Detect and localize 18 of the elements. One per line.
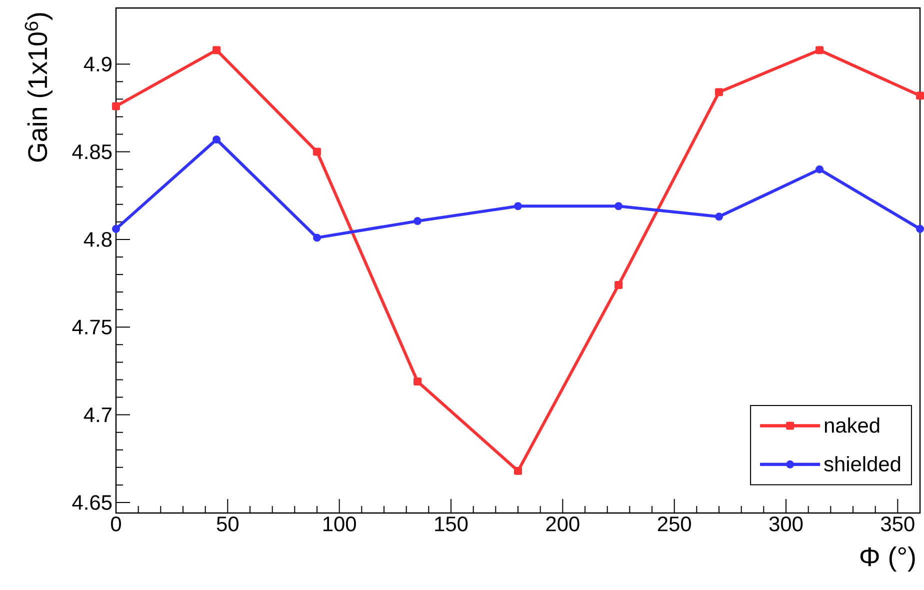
- x-tick-label: 150: [435, 516, 468, 532]
- x-tick-label: 100: [323, 516, 356, 532]
- y-tick-label: 4.65: [72, 495, 112, 510]
- y-tick-label: 4.85: [72, 144, 112, 160]
- legend-label: naked: [824, 417, 880, 433]
- y-tick-label: 4.9: [84, 56, 112, 72]
- x-tick-label: 50: [216, 516, 238, 532]
- legend-label: shielded: [824, 456, 900, 472]
- y-tick-label: 4.75: [72, 320, 112, 334]
- x-tick-label: 0: [110, 516, 121, 532]
- y-axis-title: Gain (1x10$^{6}$): [24, 13, 52, 162]
- y-tick-label: 4.7: [84, 408, 112, 422]
- x-tick-label: 200: [546, 516, 580, 532]
- x-tick-label: 350: [881, 516, 914, 532]
- y-tick-label: 4.8: [84, 232, 112, 247]
- x-axis-title: Φ (°): [860, 546, 915, 572]
- x-tick-label: 300: [769, 516, 803, 532]
- x-tick-label: 250: [658, 516, 691, 532]
